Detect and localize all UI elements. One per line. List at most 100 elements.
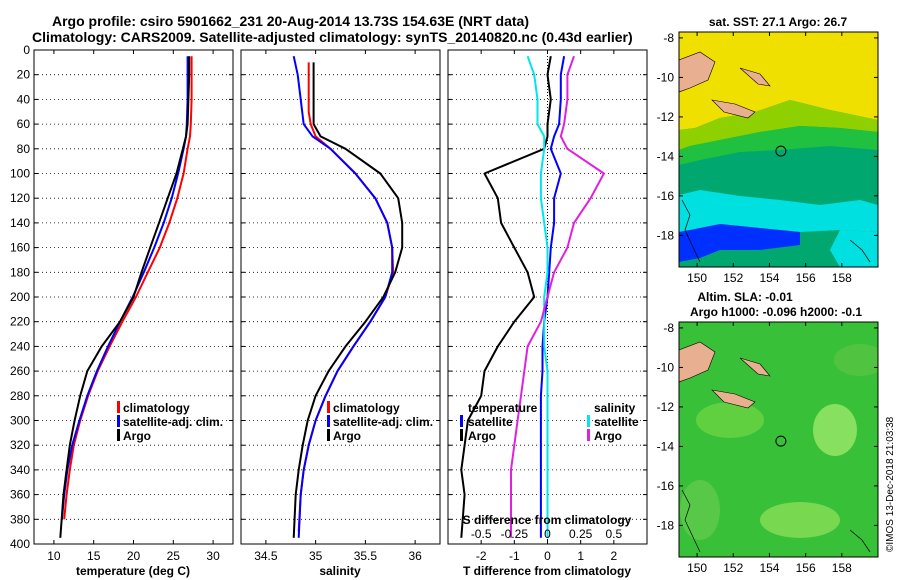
map-y-tick-label: -12: [657, 400, 675, 414]
sla-blob: [680, 480, 720, 540]
depth-tick-label: 140: [10, 216, 30, 230]
x-tick-label: 36: [408, 549, 422, 563]
difference-x2-ticks: -0.5 -0.25 0 0.25 0.5: [471, 527, 623, 541]
depth-tick-label: 300: [10, 414, 30, 428]
sla-map-ticks: 150 152 154 156 158 -8 -10 -12 -14 -16 -18: [657, 321, 878, 575]
legend-swatch-s-satellite: [587, 415, 590, 427]
temperature-xlabel: temperature (deg C): [76, 564, 190, 578]
legend-label-t-argo: Argo: [468, 429, 496, 443]
legend-swatch-climatology: [117, 401, 120, 413]
depth-tick-label: 220: [10, 315, 30, 329]
sla-reef-outline: [681, 489, 871, 553]
depth-tick-label: 100: [10, 167, 30, 181]
depth-tick-label: 380: [10, 512, 30, 526]
x2-tick-label: 0: [544, 527, 551, 541]
x-tick-label: 25: [167, 549, 181, 563]
legend-title-temperature: temperature: [468, 401, 538, 415]
legend-swatch-t-satellite: [460, 415, 463, 427]
sst-upper-green: [679, 126, 878, 165]
depth-tick-label: 60: [17, 117, 31, 131]
sla-land-islands: [739, 357, 771, 377]
map-y-tick-label: -18: [657, 228, 675, 242]
legend-label-s-satellite: satellite: [594, 415, 639, 429]
legend-swatch-t-argo: [460, 429, 463, 441]
legend-swatch-s-argo: [587, 429, 590, 441]
legend-label-t-satellite: satellite: [468, 415, 513, 429]
sst-land-guinea: [679, 51, 716, 93]
sla-blob: [813, 404, 857, 456]
header-line-1: Argo profile: csiro 5901662_231 20-Aug-2…: [52, 13, 529, 29]
x2-tick-label: -0.5: [471, 527, 492, 541]
legend-label-satellite: satellite-adj. clim.: [123, 415, 223, 429]
map-y-tick-label: -16: [657, 189, 675, 203]
series-line-s-satellite: [526, 55, 549, 538]
map-y-tick-label: -14: [657, 439, 675, 453]
sla-blob: [834, 344, 878, 376]
depth-tick-label: 280: [10, 389, 30, 403]
depth-tick-label: 400: [10, 537, 30, 551]
map-x-tick-label: 158: [832, 561, 852, 575]
depth-tick-label: 320: [10, 438, 30, 452]
legend-label-satellite: satellite-adj. clim.: [333, 415, 433, 429]
sst-map-frame: [678, 31, 879, 268]
series-line-satellite-adj-clim-: [60, 56, 189, 520]
series-line-argo: [292, 62, 404, 538]
sla-map-title-1: Altim. SLA: -0.01: [697, 290, 793, 304]
series-line-t-argo: [460, 56, 552, 538]
x2-tick-label: -0.25: [501, 527, 529, 541]
x-tick-label: 2: [610, 549, 617, 563]
x-tick-label: 1: [577, 549, 584, 563]
temperature-grid: [34, 49, 233, 545]
map-y-tick-label: -14: [657, 149, 675, 163]
sla-map: Altim. SLA: -0.01 Argo h1000: -0.096 h20…: [657, 290, 879, 575]
depth-tick-label: 40: [17, 92, 31, 106]
legend-label-argo: Argo: [333, 429, 361, 443]
sst-land-islands: [739, 67, 771, 87]
depth-tick-labels: 0 20 40 60 80 100 120 140 160 180 200 220 240 260 280 3…: [10, 43, 30, 551]
x-tick-label: 10: [47, 549, 61, 563]
depth-tick-label: 80: [17, 142, 31, 156]
depth-tick-label: 120: [10, 191, 30, 205]
depth-tick-label: 180: [10, 265, 30, 279]
map-x-tick-label: 152: [723, 561, 743, 575]
difference-panel: -2 -1 0 1 2 -0.5 -0.25 0 0.25 0.5 S difference f…: [447, 49, 648, 578]
map-x-tick-label: 156: [796, 561, 816, 575]
sla-land-solomon: [711, 389, 756, 409]
x-tick-label: 30: [206, 549, 220, 563]
map-y-tick-label: -10: [657, 70, 675, 84]
depth-tick-label: 340: [10, 463, 30, 477]
difference-lines: [460, 55, 605, 538]
difference-grid: [448, 49, 647, 545]
legend-title-salinity: salinity: [594, 401, 636, 415]
sst-mid-region: [679, 100, 878, 150]
map-x-tick-label: 150: [687, 561, 707, 575]
map-y-tick-label: -18: [657, 518, 675, 532]
salinity-grid: [241, 49, 440, 545]
legend-label-s-argo: Argo: [594, 429, 622, 443]
depth-tick-label: 0: [23, 43, 30, 57]
map-x-tick-label: 150: [687, 271, 707, 285]
temperature-lines: [59, 56, 193, 538]
legend-swatch-climatology: [327, 401, 330, 413]
x-tick-label: -1: [509, 549, 520, 563]
sla-map-title-2: Argo h1000: -0.096 h2000: -0.1: [690, 305, 862, 319]
sst-cold-region-east: [830, 230, 878, 267]
map-x-tick-label: 158: [832, 271, 852, 285]
sst-reef-outline: [681, 199, 871, 263]
map-y-tick-label: -16: [657, 479, 675, 493]
x2-tick-label: 0.25: [569, 527, 593, 541]
x-tick-label: 15: [87, 549, 101, 563]
x-tick-label: 20: [127, 549, 141, 563]
credit-text: ©IMOS 13-Dec-2018 21:03:38: [885, 416, 896, 552]
legend-label-climatology: climatology: [333, 401, 400, 415]
difference-x2label: S difference from climatology: [463, 513, 632, 527]
map-x-tick-label: 152: [723, 271, 743, 285]
depth-tick-label: 20: [17, 68, 31, 82]
legend-swatch-satellite: [327, 415, 330, 427]
depth-tick-label: 160: [10, 241, 30, 255]
map-x-tick-label: 156: [796, 271, 816, 285]
difference-x-ticks: -2 -1 0 1 2: [476, 50, 617, 563]
depth-tick-label: 200: [10, 290, 30, 304]
sst-cool-region: [679, 190, 878, 232]
